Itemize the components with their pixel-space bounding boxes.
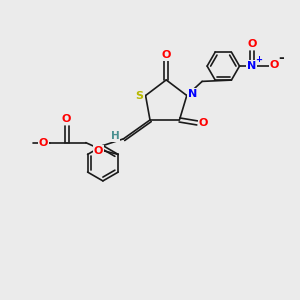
Text: O: O [199,118,208,128]
Text: N: N [188,89,197,99]
Text: -: - [278,51,284,65]
Text: O: O [161,50,171,60]
Text: N: N [247,61,256,71]
Text: O: O [269,60,279,70]
Text: H: H [111,131,120,141]
Text: +: + [255,55,262,64]
Text: O: O [247,39,256,49]
Text: O: O [38,138,48,148]
Text: O: O [62,114,71,124]
Text: S: S [136,91,144,100]
Text: O: O [94,146,103,156]
